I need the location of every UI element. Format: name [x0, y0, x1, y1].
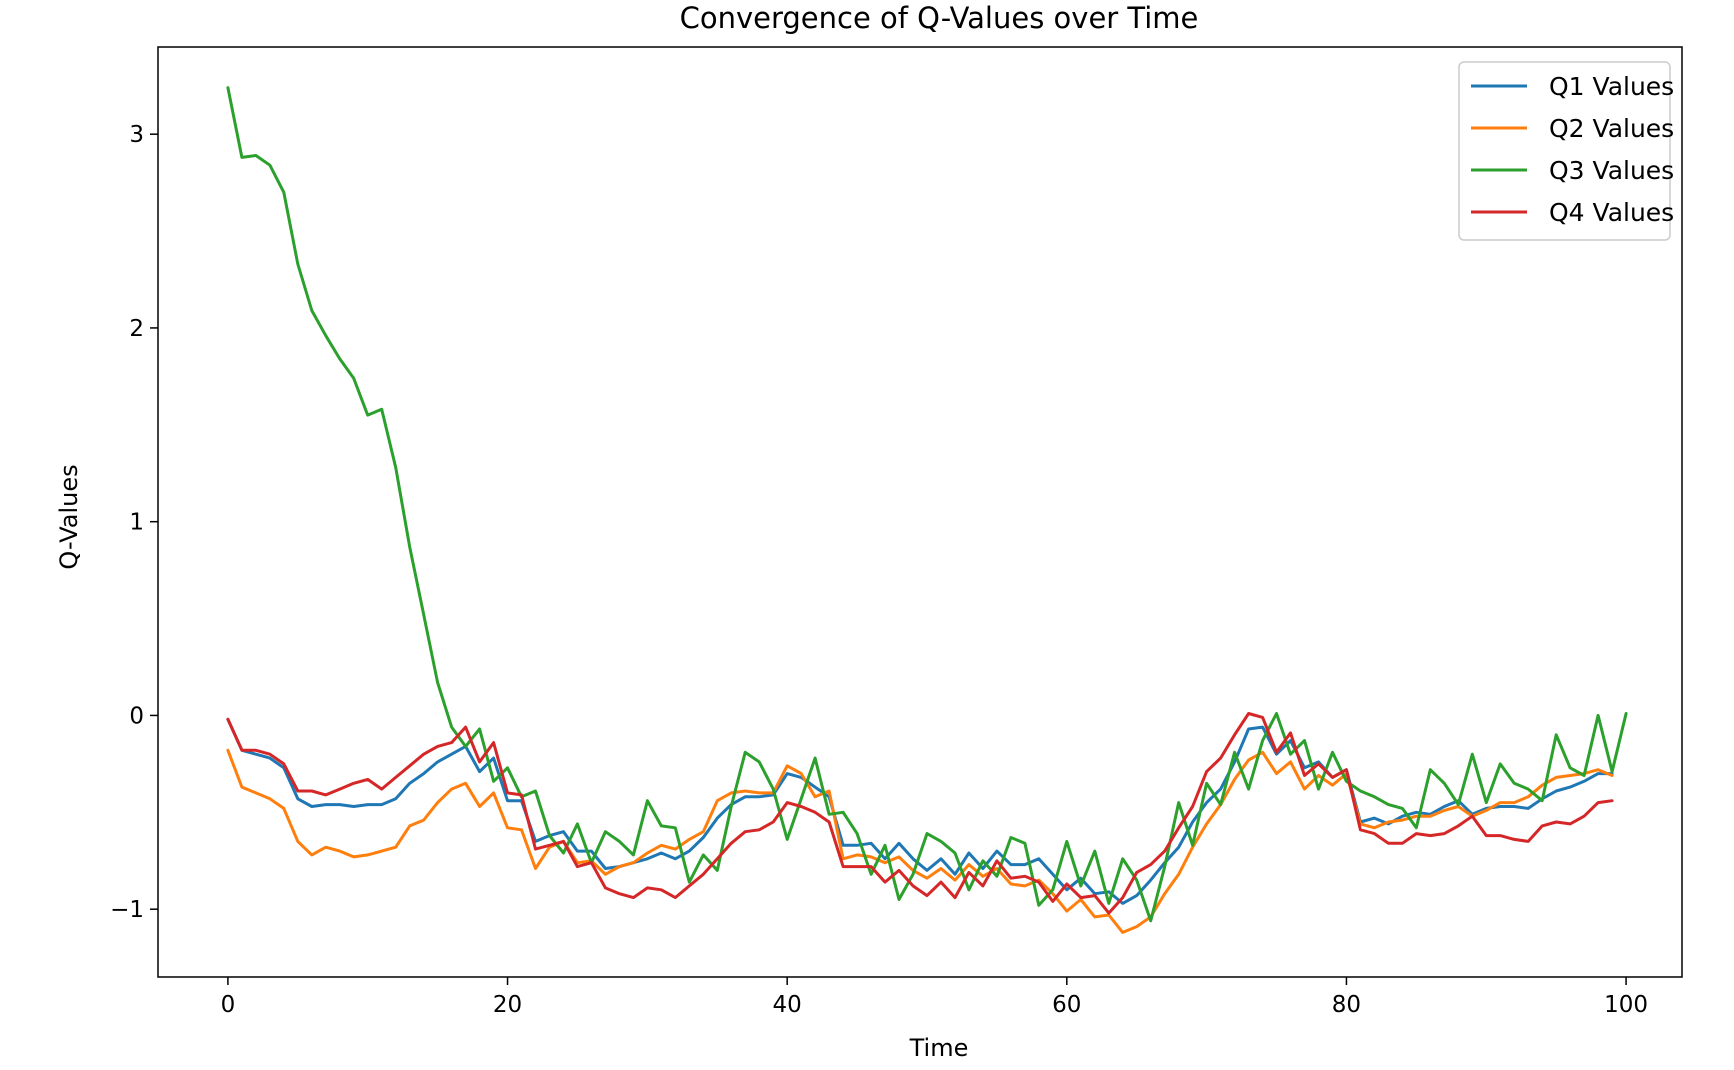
x-tick-label: 0	[221, 992, 236, 1018]
series-line-2	[226, 748, 1614, 934]
x-axis-label: Time	[909, 1034, 969, 1062]
legend-label-2: Q2 Values	[1549, 114, 1674, 143]
x-tick-label: 60	[1052, 992, 1081, 1018]
x-tick-label: 80	[1332, 992, 1361, 1018]
series-line-1	[226, 717, 1614, 905]
y-tick-label: 3	[129, 122, 144, 148]
y-tick-label: 2	[129, 316, 144, 342]
y-axis-label: Q-Values	[55, 464, 83, 569]
x-tick-label: 40	[773, 992, 802, 1018]
legend-label-3: Q3 Values	[1549, 156, 1674, 185]
x-axis-ticks: 0 20 40 60 80 100	[221, 977, 1648, 1018]
legend-label-1: Q1 Values	[1549, 72, 1674, 101]
series-line-3	[226, 86, 1628, 923]
legend: Q1 Values Q2 Values Q3 Values Q4 Values	[1458, 61, 1674, 241]
series-line-4	[226, 712, 1614, 915]
y-tick-label: 1	[129, 510, 144, 536]
legend-box	[1458, 61, 1671, 241]
y-axis-ticks: −1 0 1 2 3	[110, 122, 158, 923]
legend-label-4: Q4 Values	[1549, 198, 1674, 227]
plot-area-frame	[157, 46, 1683, 978]
x-tick-label: 100	[1604, 992, 1648, 1018]
series-lines	[226, 86, 1628, 934]
x-tick-label: 20	[493, 992, 522, 1018]
y-tick-label: 0	[129, 703, 144, 729]
chart-title: Convergence of Q-Values over Time	[680, 1, 1199, 35]
y-tick-label: −1	[110, 897, 144, 923]
